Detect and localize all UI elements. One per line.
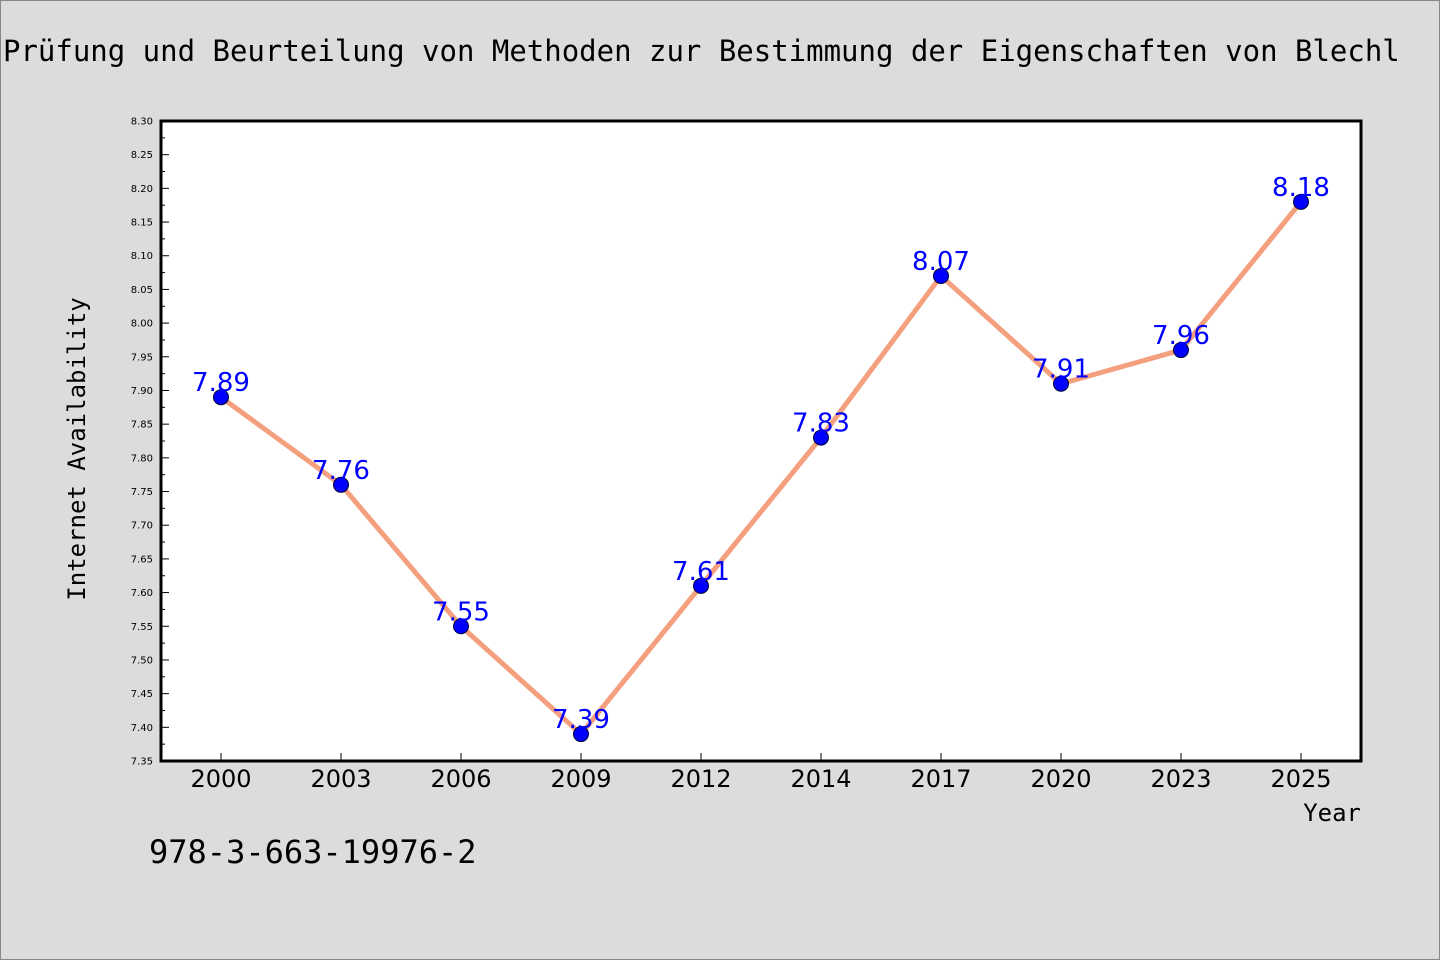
y-tick-label: 8.30 [131,117,153,128]
x-tick-label: 2017 [910,765,971,793]
series-line [219,200,1303,737]
y-tick-label: 8.20 [131,184,153,195]
x-tick-label: 2006 [430,765,491,793]
y-tick-label: 7.60 [131,588,153,599]
y-tick-label: 8.00 [131,319,153,330]
data-label: 7.89 [192,368,250,398]
data-label: 7.76 [312,456,370,486]
data-labels: 7.89 7.76 7.55 7.39 7.61 7.83 8.07 7.91 7.96 8.18 [192,173,1330,735]
y-tick-label: 7.45 [131,689,153,700]
y-tick-label: 8.05 [131,285,153,296]
y-tick-label: 7.80 [131,453,153,464]
x-tick-label: 2003 [310,765,371,793]
x-tick-label: 2025 [1270,765,1331,793]
data-point [573,726,589,743]
data-point [933,267,949,284]
y-tick-label: 7.90 [131,386,153,397]
y-tick-label: 7.70 [131,521,153,532]
x-tick-label: 2009 [550,765,611,793]
plot-area [159,119,1363,763]
chart-title: Prüfung und Beurteilung von Methoden zur… [3,34,1400,68]
x-axis-title: Year [1303,799,1361,827]
y-tick-label: 7.85 [131,420,153,431]
data-point [333,476,349,493]
data-point [1053,375,1069,392]
isbn-code: 978-3-663-19976-2 [149,833,477,871]
y-tick-label: 8.15 [131,218,153,229]
data-point [813,429,829,446]
y-axis-title: Internet Availability [63,297,91,600]
x-tick-label: 2012 [670,765,731,793]
data-point [1293,193,1309,210]
data-label: 7.55 [432,597,490,627]
y-tick-label: 7.55 [131,622,153,633]
y-tick-label: 7.75 [131,487,153,498]
data-label: 8.07 [912,247,970,277]
data-label: 8.18 [1272,173,1330,203]
data-label: 7.91 [1032,355,1090,385]
x-tick-label: 2000 [190,765,251,793]
y-tick-label: 7.50 [131,655,153,666]
data-point [693,577,709,594]
data-points [213,193,1309,743]
y-axis: 7.35 7.40 7.45 7.50 7.55 7.60 7.65 7.70 7.75 7.80… [131,117,169,768]
data-label: 7.39 [552,705,610,735]
x-tick-label: 2014 [790,765,851,793]
data-point [1173,342,1189,359]
y-tick-label: 8.25 [131,150,153,161]
data-point [213,389,229,406]
y-tick-label: 8.10 [131,251,153,262]
x-tick-label: 2020 [1030,765,1091,793]
y-tick-label: 7.65 [131,554,153,565]
data-label: 7.61 [672,557,730,587]
data-label: 7.96 [1152,321,1210,351]
x-axis: 2000 2003 2006 2009 2012 2014 2017 2020 2023 2025 [190,753,1332,793]
y-tick-label: 7.40 [131,723,153,734]
x-tick-label: 2023 [1150,765,1211,793]
data-label: 7.83 [792,409,850,439]
data-point [453,618,469,635]
y-tick-label: 7.95 [131,352,153,363]
y-tick-label: 7.35 [131,757,153,768]
